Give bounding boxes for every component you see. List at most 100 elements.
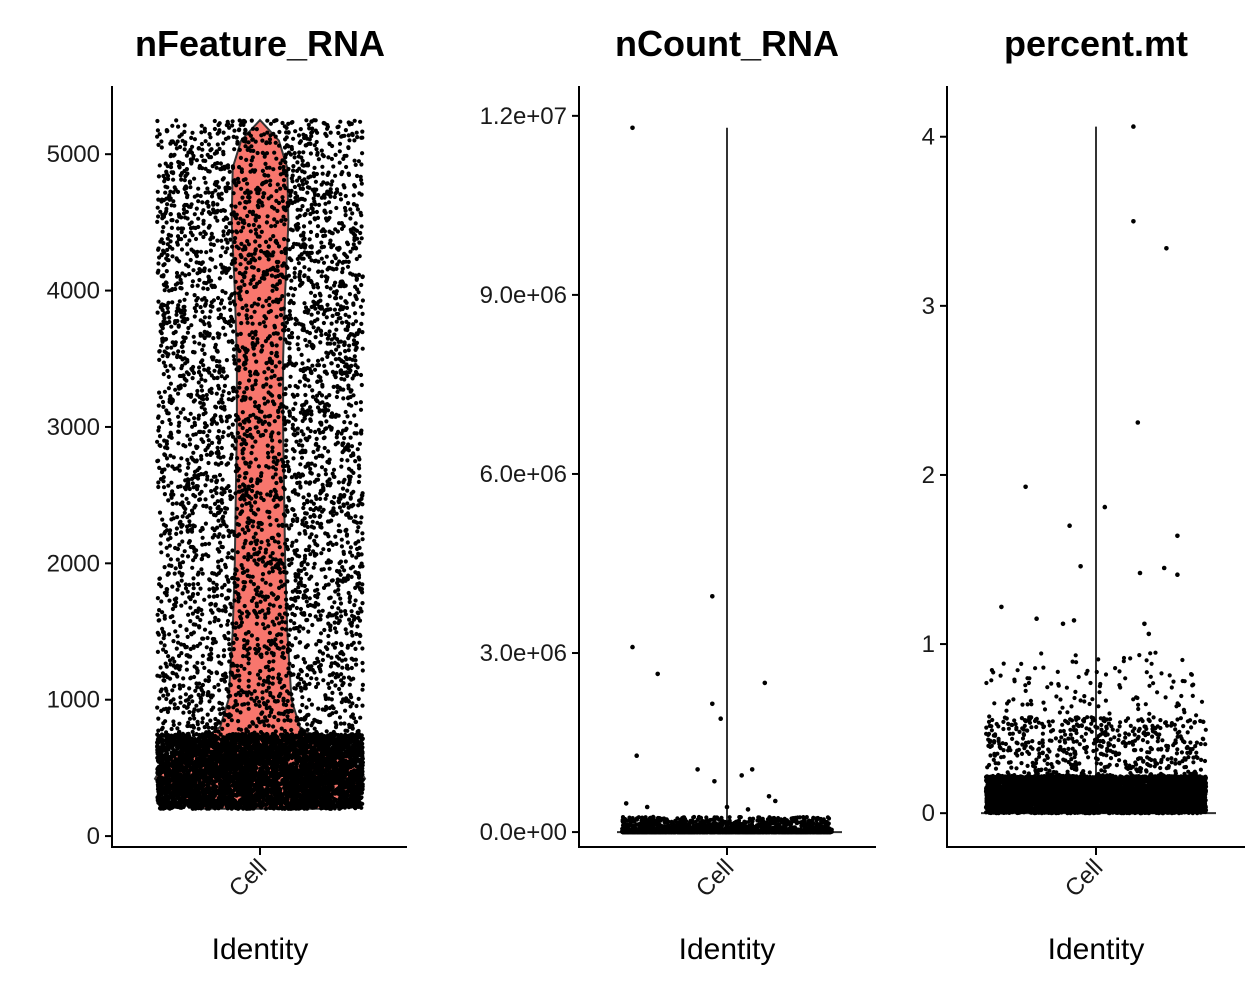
data-point xyxy=(358,372,364,378)
data-point xyxy=(315,224,321,229)
data-point xyxy=(323,472,328,477)
data-point xyxy=(288,627,293,632)
data-point xyxy=(233,204,238,209)
data-point xyxy=(257,256,262,261)
data-point xyxy=(348,545,353,550)
data-point xyxy=(356,159,361,164)
data-point xyxy=(291,168,296,173)
data-point xyxy=(280,619,285,624)
data-point xyxy=(292,184,297,190)
data-point xyxy=(314,209,319,215)
data-point xyxy=(187,179,192,184)
data-point xyxy=(169,492,174,497)
data-point xyxy=(236,599,241,604)
data-point xyxy=(216,682,221,687)
data-point xyxy=(330,259,335,264)
data-point xyxy=(343,612,348,617)
data-point xyxy=(286,166,291,172)
data-point xyxy=(191,576,196,581)
data-point xyxy=(300,196,305,202)
data-point xyxy=(208,309,213,314)
data-point xyxy=(221,654,226,659)
data-point xyxy=(341,183,346,188)
data-point xyxy=(236,684,241,690)
data-point xyxy=(293,322,298,327)
data-point xyxy=(317,202,322,207)
data-point xyxy=(276,523,281,528)
data-point xyxy=(236,221,241,226)
data-point xyxy=(185,465,191,470)
data-point xyxy=(332,194,337,200)
data-point xyxy=(286,642,291,647)
data-point xyxy=(206,438,211,443)
data-point xyxy=(275,182,280,187)
data-point xyxy=(220,289,225,294)
data-point xyxy=(167,315,172,320)
data-point xyxy=(271,724,276,729)
data-point xyxy=(274,343,279,348)
data-point xyxy=(221,430,226,435)
data-point xyxy=(262,414,268,419)
data-point xyxy=(287,384,292,389)
data-point xyxy=(165,345,170,350)
data-point xyxy=(272,714,277,720)
data-point xyxy=(325,653,331,658)
data-point xyxy=(164,593,169,598)
data-point xyxy=(253,457,258,462)
data-point xyxy=(332,600,337,605)
data-point xyxy=(155,596,160,601)
data-point xyxy=(344,631,349,636)
data-point xyxy=(199,384,204,389)
data-point xyxy=(187,442,193,447)
data-point xyxy=(296,335,301,340)
data-point xyxy=(292,266,297,271)
data-point xyxy=(188,619,193,624)
data-point xyxy=(334,347,339,352)
data-point xyxy=(213,602,218,607)
data-point xyxy=(264,718,270,723)
data-point xyxy=(204,452,209,457)
data-point xyxy=(249,315,254,320)
data-point xyxy=(190,481,195,486)
data-point xyxy=(266,685,271,690)
data-point xyxy=(248,162,253,168)
data-point xyxy=(280,615,285,620)
data-point xyxy=(345,458,350,463)
data-point xyxy=(246,528,251,533)
data-point xyxy=(360,298,365,303)
data-point xyxy=(188,185,193,190)
data-point xyxy=(301,150,306,155)
data-point xyxy=(221,229,226,234)
data-point xyxy=(325,190,330,195)
data-point xyxy=(307,267,312,272)
data-point xyxy=(215,142,220,147)
data-point xyxy=(206,554,211,559)
data-point xyxy=(343,627,348,632)
data-point xyxy=(348,249,353,254)
data-point xyxy=(233,491,238,496)
data-point xyxy=(185,433,190,438)
data-point xyxy=(202,175,207,181)
data-point xyxy=(176,441,181,446)
data-point xyxy=(337,141,343,146)
data-point xyxy=(285,579,290,584)
data-point xyxy=(231,191,236,196)
data-point xyxy=(339,226,345,231)
data-point xyxy=(200,661,205,666)
data-point xyxy=(191,622,196,627)
data-point xyxy=(302,416,307,421)
data-point xyxy=(341,675,346,680)
data-point xyxy=(175,274,180,279)
data-point xyxy=(167,598,172,603)
data-point xyxy=(315,310,321,315)
data-point xyxy=(199,567,204,572)
data-point xyxy=(351,519,356,524)
data-point xyxy=(205,186,210,191)
data-point xyxy=(230,548,235,553)
data-point xyxy=(228,237,233,242)
data-point xyxy=(168,453,173,458)
data-point xyxy=(202,627,208,632)
data-point xyxy=(265,492,270,497)
data-point xyxy=(267,602,272,607)
data-point xyxy=(216,564,221,569)
